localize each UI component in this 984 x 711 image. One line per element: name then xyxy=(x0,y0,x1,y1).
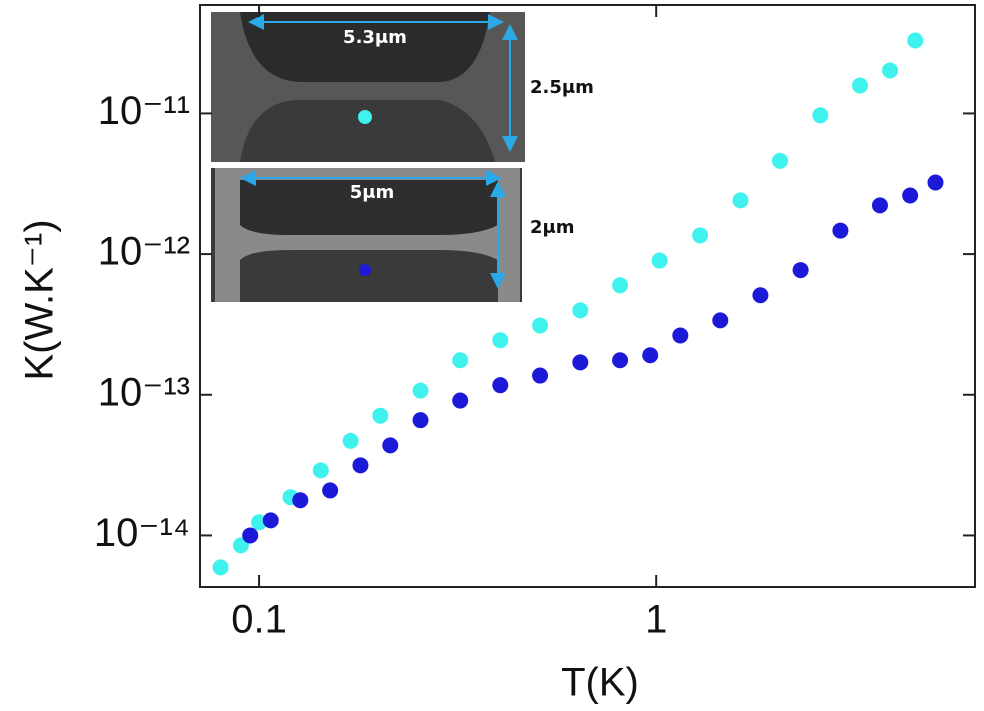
data-point xyxy=(532,317,549,334)
data-point xyxy=(452,352,469,369)
y-tick-label: 10⁻¹⁴ xyxy=(94,511,190,555)
data-point xyxy=(907,32,924,49)
sample-dot xyxy=(358,110,372,124)
data-point xyxy=(242,527,259,544)
data-point xyxy=(452,392,469,409)
data-point xyxy=(672,327,689,344)
data-point xyxy=(732,192,749,209)
data-point xyxy=(382,437,399,454)
data-point xyxy=(342,432,359,449)
data-point xyxy=(572,354,589,371)
y-axis-title: K(W.K⁻¹) xyxy=(18,219,62,380)
y-tick-label: 10⁻¹³ xyxy=(98,370,190,414)
data-point xyxy=(292,492,309,509)
data-point xyxy=(612,352,629,369)
insets: 5.3μm 2.5μm 5μm 2μm xyxy=(211,12,594,302)
data-point xyxy=(262,512,279,529)
sample-dot xyxy=(359,264,371,276)
data-point xyxy=(882,62,899,79)
data-point xyxy=(692,227,709,244)
annotation: 5μm xyxy=(350,182,395,203)
annotation: 2.5μm xyxy=(530,77,594,98)
data-point xyxy=(412,382,429,399)
data-point xyxy=(812,107,829,124)
data-point xyxy=(572,302,589,319)
data-point xyxy=(772,152,789,169)
data-point xyxy=(642,347,659,364)
sem-gap xyxy=(240,180,498,235)
y-tick-label: 10⁻¹² xyxy=(98,230,190,274)
annotation: 5.3μm xyxy=(343,27,407,48)
data-point xyxy=(412,412,429,429)
y-tick-label: 10⁻¹¹ xyxy=(98,89,190,133)
data-point xyxy=(927,174,944,191)
data-point xyxy=(651,252,668,269)
data-point xyxy=(871,197,888,214)
plot-frame xyxy=(199,4,976,588)
data-point xyxy=(852,77,869,94)
annotation: 2μm xyxy=(530,217,575,238)
data-point xyxy=(322,482,339,499)
data-point xyxy=(712,312,729,329)
data-point xyxy=(312,462,329,479)
data-point xyxy=(492,332,509,349)
data-point xyxy=(832,222,849,239)
data-point xyxy=(352,457,369,474)
data-point xyxy=(532,367,549,384)
x-axis-title: T(K) xyxy=(561,661,639,705)
data-point xyxy=(792,262,809,279)
data-point xyxy=(612,277,629,294)
data-point xyxy=(492,377,509,394)
data-point xyxy=(212,559,229,576)
x-tick-label: 0.1 xyxy=(231,598,287,642)
data-point xyxy=(752,287,769,304)
data-point xyxy=(372,407,389,424)
data-point xyxy=(902,187,919,204)
x-tick-label: 1 xyxy=(645,598,667,642)
